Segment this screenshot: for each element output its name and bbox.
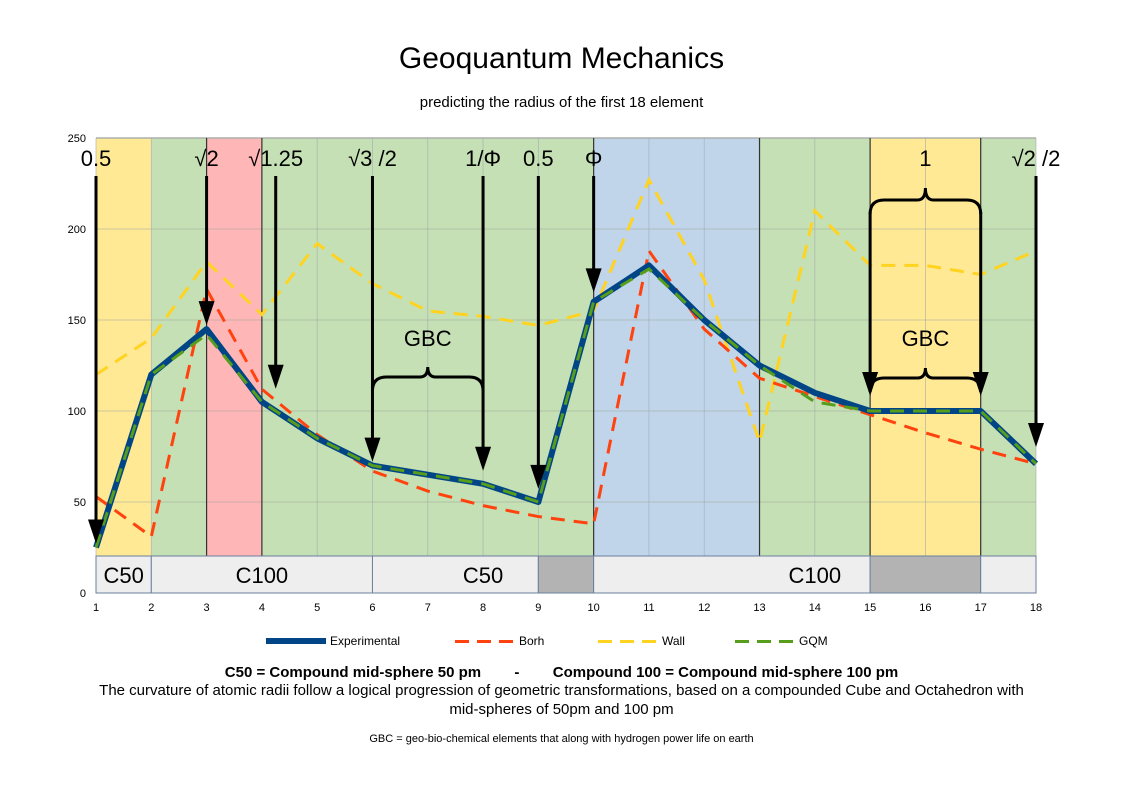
- background-band: [96, 138, 152, 556]
- legend-swatch-borh: [455, 639, 515, 643]
- gbc-label: GBC: [902, 326, 950, 351]
- x-tick-label: 6: [369, 602, 375, 614]
- legend-swatch-wall: [598, 639, 658, 643]
- arrow-down-icon: [585, 268, 602, 293]
- background-band: [980, 138, 1036, 556]
- x-tick-label: 2: [148, 602, 154, 614]
- annotation-label: 0.5: [523, 146, 554, 171]
- y-tick-label: 250: [68, 133, 86, 145]
- chart-subtitle: predicting the radius of the first 18 el…: [419, 94, 704, 111]
- compound-segment: [537, 555, 595, 594]
- legend-label: Borh: [519, 634, 545, 648]
- legend-label: Wall: [662, 634, 685, 648]
- x-tick-label: 16: [919, 602, 931, 614]
- x-tick-label: 14: [809, 602, 821, 614]
- legend-swatch-gqm: [735, 639, 795, 643]
- legend-item-experimental: Experimental: [266, 634, 400, 648]
- y-tick-label: 0: [80, 588, 86, 600]
- x-tick-label: 8: [480, 602, 486, 614]
- compound-segment: [980, 555, 1037, 594]
- x-tick-label: 12: [698, 602, 710, 614]
- x-tick-label: 5: [314, 602, 320, 614]
- gbc-label: GBC: [404, 326, 452, 351]
- legend-label: GQM: [799, 634, 828, 648]
- legend-item-gqm: GQM: [735, 634, 828, 648]
- x-tick-label: 4: [259, 602, 265, 614]
- compound-segment: [150, 555, 373, 594]
- annotation-label: 0.5: [81, 146, 112, 171]
- legend-item-borh: Borh: [455, 634, 544, 648]
- arrow-down-icon: [88, 519, 104, 544]
- legend-item-wall: Wall: [598, 634, 685, 648]
- compound-segment: [593, 555, 871, 594]
- arrow-down-icon: [1028, 423, 1044, 448]
- gbc-brace: [370, 366, 485, 392]
- compound-label: C50: [103, 563, 143, 588]
- x-tick-label: 13: [753, 602, 765, 614]
- description: The curvature of atomic radii follow a l…: [99, 682, 1024, 718]
- annotation-label: Φ: [585, 146, 603, 171]
- annotation-label: √1.25: [248, 146, 303, 171]
- y-tick-label: 200: [68, 224, 86, 236]
- compound-definition: C50 = Compound mid-sphere 50 pm - Compou…: [224, 664, 899, 681]
- legend-swatch-experimental: [266, 638, 326, 644]
- arrow-down-icon: [862, 372, 879, 396]
- annotation-label: 1: [919, 146, 931, 171]
- x-tick-label: 11: [643, 602, 654, 614]
- legend-label: Experimental: [330, 634, 401, 648]
- arrow-down-icon: [198, 301, 215, 326]
- x-tick-label: 18: [1030, 602, 1042, 614]
- background-band: [151, 138, 207, 556]
- compound-label: C50: [463, 563, 503, 588]
- arrow-down-icon: [475, 446, 492, 471]
- compound-segment: [869, 555, 982, 594]
- x-tick-label: 17: [975, 602, 987, 614]
- arrow-down-icon: [530, 464, 547, 489]
- compound-label: C100: [236, 563, 289, 588]
- one-brace: [868, 187, 983, 215]
- arrow-down-icon: [972, 372, 989, 396]
- compound-label: C100: [789, 563, 842, 588]
- annotation-label: √3 /2: [348, 146, 397, 171]
- compound-segment: [95, 555, 152, 594]
- gbc-note: GBC = geo-bio-chemical elements that alo…: [369, 733, 754, 745]
- x-tick-label: 10: [588, 602, 600, 614]
- series-borh: [95, 247, 1037, 540]
- x-tick-label: 7: [425, 602, 431, 614]
- notes: C50 = Compound mid-sphere 50 pm - Compou…: [0, 664, 1123, 745]
- annotation-label: √2 /2: [1012, 146, 1061, 171]
- x-tick-label: 15: [864, 602, 876, 614]
- series-gqm: [94, 267, 1038, 548]
- x-tick-label: 3: [204, 602, 210, 614]
- annotation-label: √2: [194, 146, 218, 171]
- x-tick-label: 1: [93, 602, 99, 614]
- y-tick-label: 100: [68, 406, 86, 418]
- gbc-brace: [868, 367, 983, 393]
- arrow-down-icon: [364, 437, 381, 462]
- legend: Experimental Borh Wall GQM: [0, 634, 1123, 652]
- background-band: [593, 138, 760, 556]
- y-tick-label: 150: [68, 315, 86, 327]
- chart-title: Geoquantum Mechanics: [398, 42, 725, 75]
- annotation-label: 1/Φ: [465, 146, 501, 171]
- x-tick-label: 9: [535, 602, 541, 614]
- arrow-down-icon: [267, 364, 284, 389]
- compound-segment: [371, 555, 539, 594]
- y-tick-label: 50: [74, 497, 86, 509]
